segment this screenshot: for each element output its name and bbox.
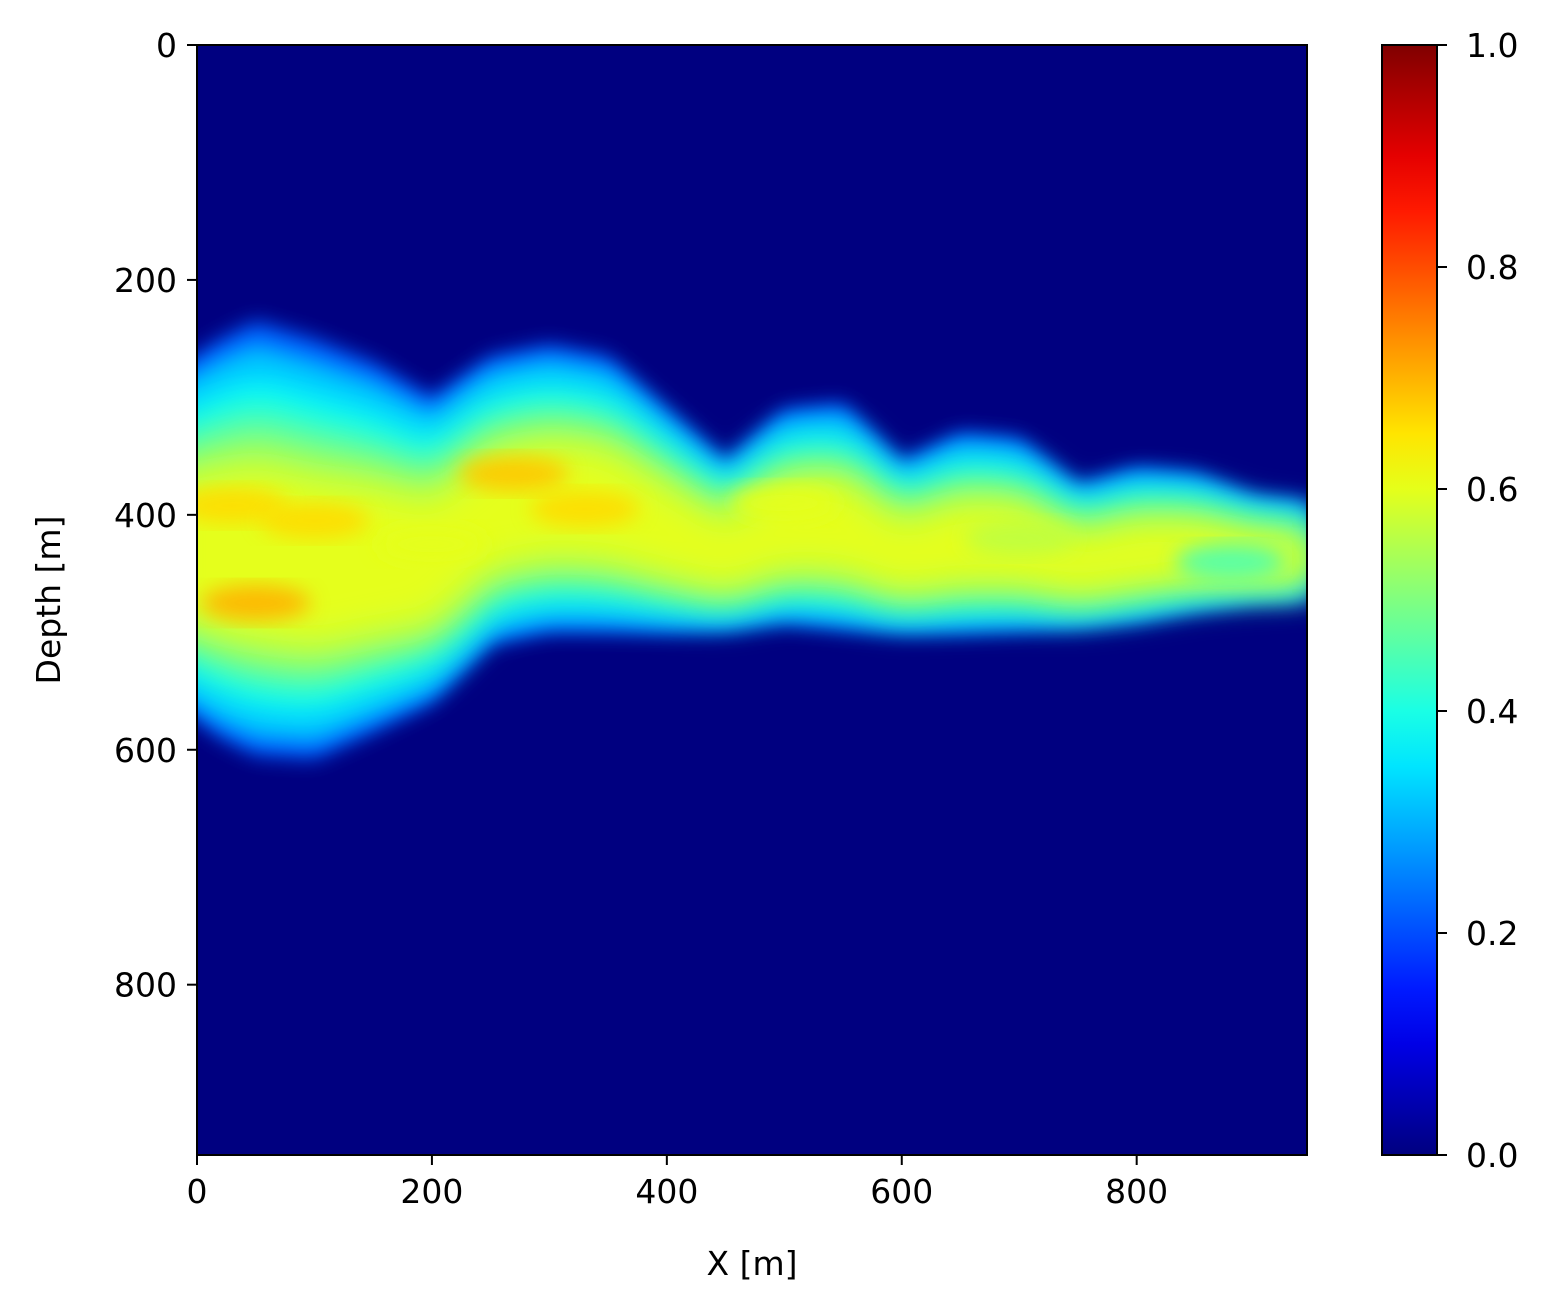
colorbar-frame	[1381, 44, 1438, 1156]
colorbar-tick-label: 0.6	[1466, 470, 1518, 509]
heatmap-plot-area	[196, 44, 1308, 1156]
x-axis: 0 200 400 600 800	[187, 1155, 1168, 1211]
x-tick-label: 0	[187, 1172, 208, 1211]
plume-hotspot	[529, 490, 640, 527]
plume-hotspot	[729, 485, 840, 522]
plume-layer	[197, 321, 1307, 760]
y-tick-label: 0	[156, 26, 177, 65]
plume-hotspot	[259, 502, 370, 539]
colorbar-tick-label: 0.0	[1466, 1136, 1518, 1175]
colorbar-gradient	[1382, 45, 1437, 1155]
y-tick-label: 400	[114, 496, 177, 535]
plume-hotspot	[200, 584, 311, 621]
y-axis: 0 200 400 600 800	[114, 26, 197, 1005]
colorbar-tick-label: 0.4	[1466, 692, 1518, 731]
plume-band	[197, 444, 1307, 645]
x-tick-label: 800	[1105, 1172, 1168, 1211]
y-tick-label: 600	[114, 731, 177, 770]
x-tick-label: 600	[870, 1172, 933, 1211]
x-tick-label: 200	[400, 1172, 463, 1211]
y-tick-label: 200	[114, 261, 177, 300]
plume-hotspot	[964, 520, 1075, 557]
plume-hotspot	[1175, 543, 1286, 580]
x-tick-label: 400	[635, 1172, 698, 1211]
colorbar: 0.0 0.2 0.4 0.6 0.8 1.0	[1381, 26, 1518, 1175]
plot-frame	[196, 44, 1308, 1156]
colorbar-tick-label: 1.0	[1466, 26, 1518, 65]
plume-hotspot	[459, 455, 570, 492]
colorbar-ticks: 0.0 0.2 0.4 0.6 0.8 1.0	[1437, 26, 1518, 1175]
x-axis-label: X [m]	[707, 1244, 798, 1283]
y-axis-label: Depth [m]	[29, 516, 68, 685]
colorbar-tick-label: 0.8	[1466, 248, 1518, 287]
colorbar-tick-label: 0.2	[1466, 914, 1518, 953]
plume-hotspot	[376, 526, 487, 563]
y-tick-label: 800	[114, 966, 177, 1005]
